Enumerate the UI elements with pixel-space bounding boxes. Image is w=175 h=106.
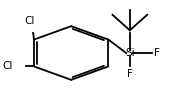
Text: Si: Si bbox=[125, 48, 135, 58]
Text: Cl: Cl bbox=[2, 61, 12, 71]
Text: F: F bbox=[127, 69, 133, 79]
Text: F: F bbox=[154, 48, 160, 58]
Text: Cl: Cl bbox=[25, 16, 35, 26]
